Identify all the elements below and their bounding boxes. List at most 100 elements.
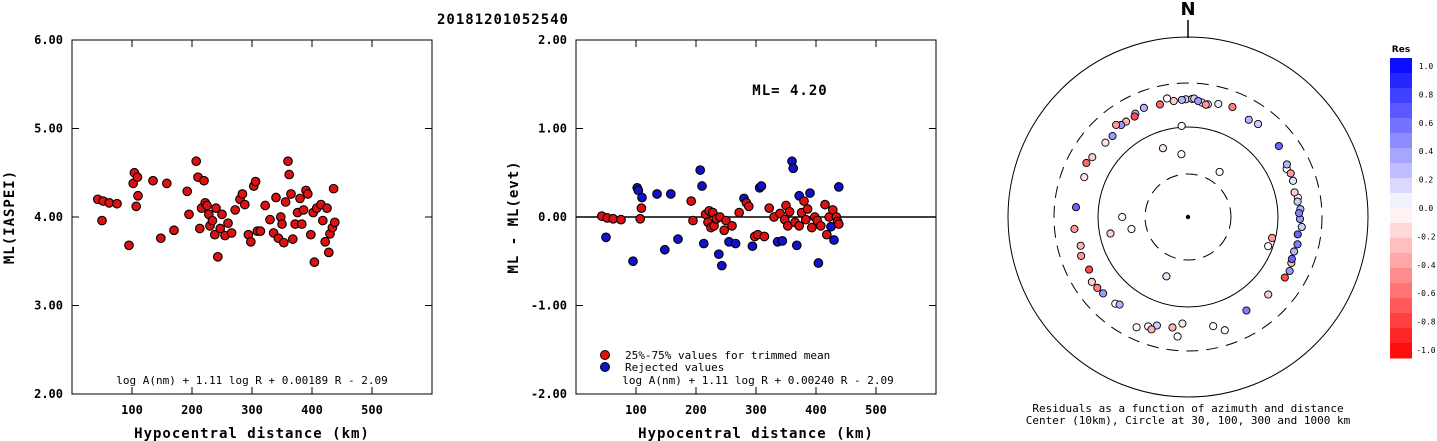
- data-point: [255, 226, 266, 237]
- colorbar-cell: [1390, 178, 1412, 194]
- rejected-point: [788, 163, 799, 174]
- magnitude-formula: log A(nm) + 1.11 log R + 0.00189 R - 2.0…: [116, 374, 388, 387]
- colorbar-label: 1.0: [1419, 62, 1434, 71]
- residual-point: [1130, 112, 1139, 121]
- rejected-point: [730, 238, 741, 249]
- accepted-point: [686, 196, 697, 206]
- residual-point: [1268, 233, 1277, 243]
- rejected-point: [652, 189, 662, 199]
- residual-point: [1147, 325, 1156, 334]
- colorbar-cell: [1390, 343, 1412, 359]
- y-tick-label: 0.00: [538, 210, 567, 224]
- accepted-point: [821, 229, 832, 240]
- colorbar-label: 0.0: [1419, 204, 1434, 213]
- residual-point: [1290, 247, 1299, 256]
- residual-point: [1194, 96, 1203, 106]
- residual-point: [1209, 322, 1218, 331]
- polar-caption-line1: Residuals as a function of azimuth and d…: [1032, 402, 1343, 415]
- x-tick-label: 500: [361, 403, 383, 417]
- azimuth-residual-map: N Residuals as a function of azimuth and…: [1007, 0, 1369, 427]
- accepted-point: [806, 222, 817, 233]
- rejected-point: [713, 249, 724, 260]
- y-tick-label: 4.00: [34, 210, 63, 224]
- data-point: [217, 209, 227, 220]
- legend-rejected-marker: [600, 362, 610, 372]
- data-point: [280, 197, 291, 207]
- rejected-point: [716, 260, 727, 271]
- accepted-point: [802, 204, 813, 214]
- colorbar-label: 0.6: [1419, 119, 1434, 128]
- residual-point: [1093, 283, 1102, 292]
- distance-ring: [1144, 173, 1232, 261]
- data-point: [302, 189, 313, 199]
- residual-point: [1077, 251, 1086, 260]
- legend: 25%-75% values for trimmed mean Rejected…: [600, 349, 830, 374]
- rejected-point: [756, 181, 767, 191]
- data-point: [209, 229, 220, 240]
- rejected-point: [813, 258, 824, 268]
- rejected-point: [805, 188, 815, 198]
- data-point: [211, 203, 221, 213]
- x-tick-label: 300: [241, 403, 263, 417]
- center-dot: [1185, 214, 1191, 220]
- residual-points: [596, 156, 844, 271]
- residual-point: [1201, 100, 1210, 109]
- data-point: [207, 215, 218, 226]
- rejected-point: [673, 234, 683, 244]
- accepted-point: [727, 221, 737, 231]
- north-label: N: [1180, 0, 1195, 20]
- y-tick-label: 5.00: [34, 122, 63, 136]
- accepted-point: [608, 213, 619, 224]
- residual-point: [1082, 158, 1091, 168]
- residual-point: [1152, 321, 1161, 330]
- data-point: [202, 200, 212, 211]
- rejected-point: [665, 189, 676, 199]
- residual-point: [1285, 266, 1294, 276]
- colorbar-cell: [1390, 58, 1412, 74]
- y-tick-label: -1.00: [531, 299, 567, 313]
- data-point: [305, 229, 316, 240]
- residual-point: [1087, 277, 1096, 286]
- colorbar-label: 0.4: [1419, 147, 1434, 156]
- distance-ring: [1097, 126, 1279, 308]
- x-axis-label: Hypocentral distance (km): [638, 426, 874, 441]
- colorbar-cell: [1390, 253, 1412, 269]
- x-axis-ticks: 100 200 300 400 500: [625, 40, 887, 417]
- accepted-point: [734, 207, 745, 218]
- rejected-point: [628, 256, 638, 267]
- data-point: [237, 189, 248, 199]
- rejected-point: [698, 238, 709, 249]
- plot-frame: [71, 39, 433, 395]
- residual-point: [1155, 100, 1164, 109]
- x-tick-label: 500: [865, 403, 887, 417]
- colorbar-cell: [1390, 73, 1412, 89]
- data-point: [124, 240, 134, 251]
- residual-point: [1139, 103, 1148, 112]
- data-point: [277, 219, 287, 229]
- magnitude-vs-distance-chart: 2.00 3.00 4.00 5.00 6.00 100 200 300 400 500 log…: [2, 33, 433, 441]
- legend-accepted-label: 25%-75% values for trimmed mean: [625, 349, 830, 362]
- residual-point: [1289, 176, 1298, 185]
- accepted-point: [616, 214, 626, 225]
- colorbar-title: Res: [1392, 45, 1410, 55]
- colorbar-label: -1.0: [1416, 346, 1435, 355]
- accepted-point: [759, 231, 770, 242]
- residual-point: [1220, 326, 1229, 335]
- y-axis-ticks: -2.00 -1.00 0.00 1.00 2.00: [531, 33, 936, 401]
- y-tick-label: 3.00: [34, 299, 63, 313]
- data-point: [161, 178, 172, 189]
- residual-point: [1070, 224, 1079, 233]
- residual-point: [1274, 141, 1283, 151]
- y-tick-label: -2.00: [531, 387, 567, 401]
- rejected-point: [747, 241, 758, 252]
- residual-point: [1132, 323, 1141, 332]
- data-point: [320, 236, 331, 247]
- residual-point: [1085, 265, 1094, 274]
- residual-point: [1112, 120, 1121, 129]
- rejected-point: [791, 240, 802, 251]
- data-point: [278, 237, 289, 248]
- y-axis-label: ML - ML(evt): [506, 160, 522, 273]
- data-point: [284, 169, 295, 180]
- accepted-point: [635, 213, 646, 224]
- x-tick-label: 200: [181, 403, 203, 417]
